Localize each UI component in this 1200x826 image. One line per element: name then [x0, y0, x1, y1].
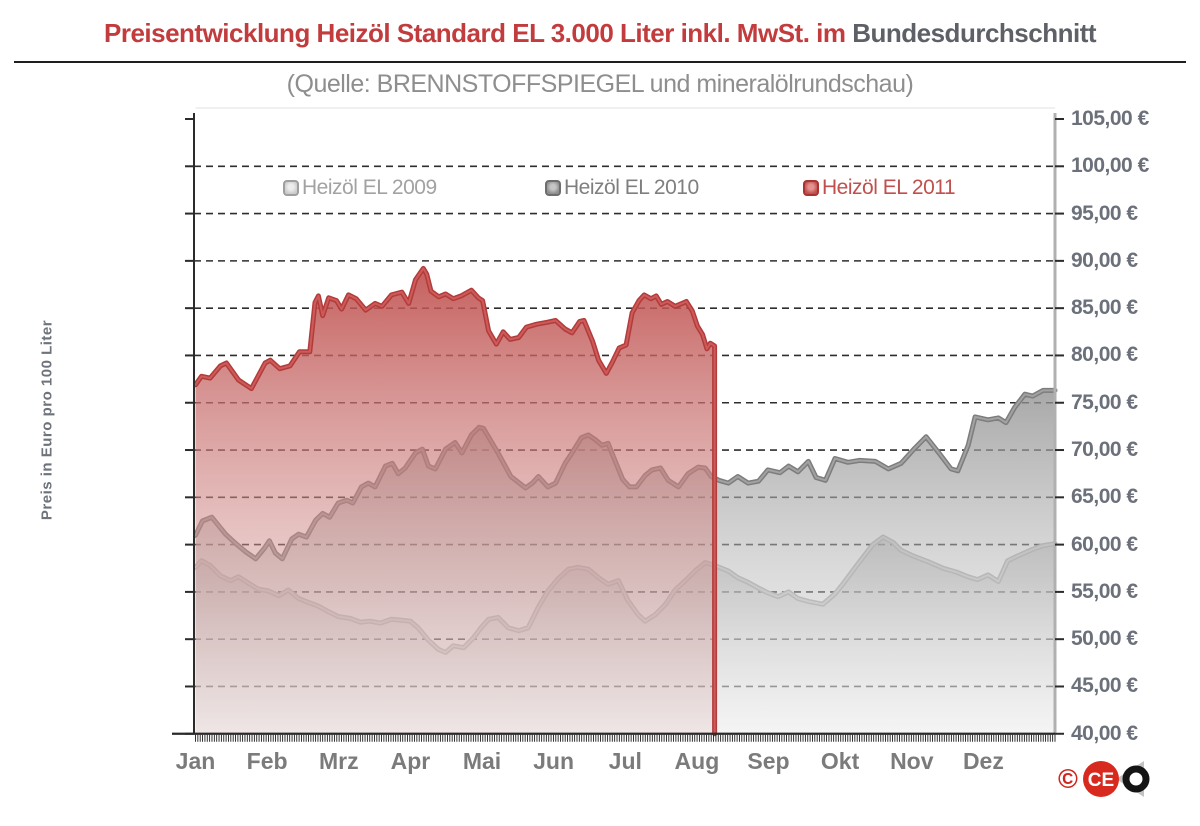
x-month-label: Aug	[674, 748, 720, 774]
series-2011-area	[195, 268, 715, 734]
y-tick-label-right: 95,00 €	[1071, 201, 1138, 225]
legend-label: Heizöl EL 2011	[822, 176, 956, 199]
logo-o-ring-icon	[1122, 765, 1150, 793]
logo-ce-text: CE	[1088, 770, 1114, 791]
title-underline	[14, 61, 1186, 63]
legend-label: Heizöl EL 2010	[564, 176, 699, 199]
y-axis-title: Preis in Euro pro 100 Liter	[38, 319, 56, 521]
copyright-icon: ©	[1058, 764, 1078, 794]
chart-subtitle: (Quelle: BRENNSTOFFSPIEGEL und mineralöl…	[286, 70, 914, 98]
chart-title: Preisentwicklung Heizöl Standard EL 3.00…	[0, 18, 1200, 49]
y-tick-label-right: 105,00 €	[1071, 107, 1149, 130]
x-month-label: Jun	[533, 748, 575, 774]
legend-item-2011: Heizöl EL 2011	[803, 176, 956, 199]
x-month-label: Sep	[747, 748, 790, 774]
x-month-label: Dez	[962, 748, 1004, 774]
x-month-label: Mrz	[318, 748, 359, 774]
chart-title-dark-part: Bundesdurchschnitt	[852, 18, 1097, 48]
y-tick-label-right: 100,00 €	[1071, 154, 1149, 178]
x-month-label: Feb	[246, 748, 288, 774]
x-month-label: Okt	[820, 748, 860, 774]
legend-item-2010: Heizöl EL 2010	[545, 176, 699, 199]
ceto-logo: © CE	[1058, 761, 1150, 797]
y-tick-label-right: 55,00 €	[1071, 579, 1138, 603]
daily-tick-comb	[195, 734, 1056, 742]
y-tick-label-right: 45,00 €	[1071, 674, 1138, 698]
y-tick-label-right: 75,00 €	[1071, 390, 1138, 414]
legend-swatch-icon	[283, 180, 299, 196]
y-tick-label-right: 50,00 €	[1071, 627, 1138, 651]
y-tick-label-right: 65,00 €	[1071, 485, 1138, 509]
legend-swatch-icon	[545, 180, 561, 196]
y-tick-label-right: 70,00 €	[1071, 438, 1138, 462]
legend-swatch-icon	[803, 180, 819, 196]
x-month-label: Jul	[608, 748, 642, 774]
y-tick-label-right: 85,00 €	[1071, 296, 1138, 320]
y-tick-label-right: 90,00 €	[1071, 248, 1138, 272]
legend-item-2009: Heizöl EL 2009	[283, 176, 437, 199]
x-month-label: Jan	[175, 748, 216, 774]
y-tick-label-right: 80,00 €	[1071, 343, 1138, 367]
x-month-label: Mai	[462, 748, 502, 774]
y-tick-label-right: 40,00 €	[1071, 721, 1138, 745]
x-month-label: Nov	[890, 748, 934, 774]
logo-red-disc-icon	[1083, 761, 1119, 797]
x-month-label: Apr	[390, 748, 431, 774]
y-tick-label-right: 60,00 €	[1071, 532, 1138, 556]
chart-title-red-part: Preisentwicklung Heizöl Standard EL 3.00…	[103, 18, 846, 48]
legend-label: Heizöl EL 2009	[302, 176, 437, 199]
